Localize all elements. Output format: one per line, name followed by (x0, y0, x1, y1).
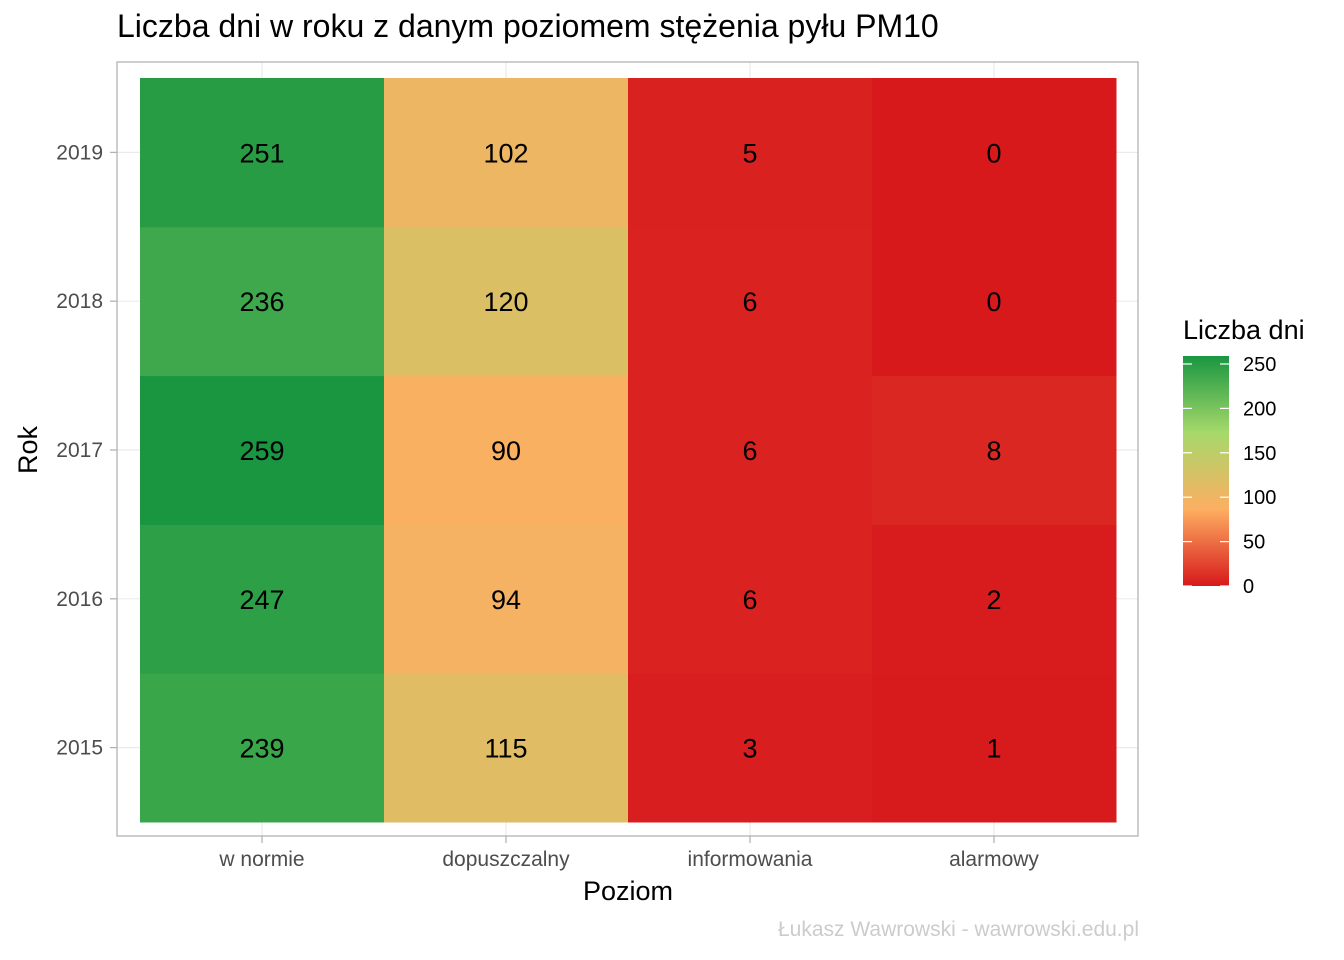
heatmap-cell (384, 524, 629, 674)
cell-value-label: 8 (986, 436, 1001, 466)
heatmap-cell (140, 375, 385, 525)
cell-value-label: 239 (239, 734, 284, 764)
x-tick-label: alarmowy (949, 848, 1039, 871)
x-tick-label: w normie (218, 848, 304, 871)
cell-value-label: 6 (742, 287, 757, 317)
heatmap-cell (384, 78, 629, 228)
heatmap-cell (140, 524, 385, 674)
heatmap-cell (140, 78, 385, 228)
heatmap-cell (872, 524, 1117, 674)
color-legend: Liczba dni 0 50 100 150 200 250 (1183, 315, 1305, 598)
y-tick-label: 2016 (56, 588, 103, 611)
cell-value-label: 236 (239, 287, 284, 317)
cell-value-label: 6 (742, 585, 757, 615)
y-axis-title: Rok (13, 425, 43, 474)
legend-tick-label: 100 (1243, 487, 1276, 509)
y-tick-label: 2017 (56, 439, 103, 462)
heatmap-cell (384, 226, 629, 377)
cell-value-label: 90 (491, 436, 521, 466)
heatmap-cells (140, 78, 1117, 823)
legend-tick-label: 0 (1243, 576, 1254, 598)
legend-colorbar (1183, 356, 1229, 586)
legend-tick-label: 250 (1243, 354, 1276, 376)
x-tick-label: dopuszczalny (442, 848, 570, 871)
y-tick-label: 2015 (56, 737, 103, 760)
cell-value-label: 94 (491, 585, 521, 615)
heatmap-cell (872, 673, 1117, 823)
heatmap-cell (628, 524, 873, 674)
legend-tick-label: 150 (1243, 443, 1276, 465)
cell-value-label: 3 (742, 734, 757, 764)
chart-title: Liczba dni w roku z danym poziomem stęże… (117, 8, 939, 44)
cell-value-label: 0 (986, 138, 1001, 168)
cell-value-label: 259 (239, 436, 284, 466)
legend-ticks: 0 50 100 150 200 250 (1183, 354, 1276, 598)
heatmap-cell (628, 226, 873, 377)
heatmap-cell (628, 78, 873, 228)
x-tick-label: informowania (688, 848, 813, 871)
heatmap-cell (140, 226, 385, 377)
heatmap-cell (872, 78, 1117, 228)
heatmap-cell (384, 375, 629, 525)
cell-value-label: 102 (483, 138, 528, 168)
cell-value-label: 5 (742, 138, 757, 168)
cell-value-label: 120 (483, 287, 528, 317)
caption: Łukasz Wawrowski - wawrowski.edu.pl (778, 918, 1139, 941)
y-tick-label: 2019 (56, 141, 103, 164)
cell-value-label: 2 (986, 585, 1001, 615)
cell-value-label: 1 (986, 734, 1001, 764)
cell-value-label: 115 (484, 734, 527, 764)
y-tick-label: 2018 (56, 290, 103, 313)
x-axis: w normie dopuszczalny informowania alarmowy (218, 836, 1039, 871)
cell-value-label: 247 (239, 585, 284, 615)
y-axis: 2015 2016 2017 2018 2019 (56, 141, 117, 760)
cell-value-label: 251 (239, 138, 284, 168)
legend-title: Liczba dni (1183, 315, 1305, 345)
heatmap-cell (872, 226, 1117, 377)
x-axis-title: Poziom (583, 876, 673, 906)
heatmap-cell (384, 673, 629, 823)
cell-value-label: 0 (986, 287, 1001, 317)
legend-tick-label: 200 (1243, 398, 1276, 420)
legend-tick-label: 50 (1243, 532, 1265, 554)
heatmap-cell (140, 673, 385, 823)
cell-value-label: 6 (742, 436, 757, 466)
heatmap-cell-labels: 239 115 3 1 247 94 6 2 259 90 6 8 236 120 6 0 251 102 5 0 (239, 138, 1001, 763)
heatmap-cell (628, 673, 873, 823)
heatmap-cell (628, 375, 873, 525)
heatmap-cell (872, 375, 1117, 525)
panel-border (116, 61, 1139, 837)
